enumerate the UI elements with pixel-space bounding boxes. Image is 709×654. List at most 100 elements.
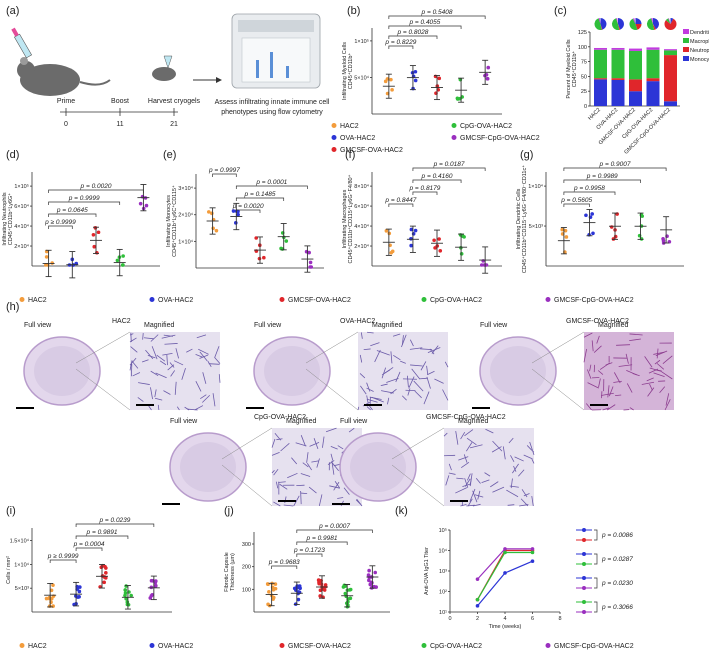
series-line xyxy=(477,560,533,607)
significance-bracket xyxy=(48,213,97,217)
tissue-fiber xyxy=(154,397,163,401)
tissue-fiber xyxy=(601,392,614,396)
panel_f-chart xyxy=(370,167,502,274)
data-point xyxy=(149,585,154,590)
cytometer-bar-icon xyxy=(286,66,289,78)
data-point xyxy=(273,586,278,591)
tissue-fiber xyxy=(331,460,335,475)
tissue-fiber xyxy=(616,344,631,346)
p-value-label: p = 0.8229 xyxy=(384,39,416,46)
legend-dot xyxy=(451,135,457,140)
tissue-core-image xyxy=(34,346,90,396)
p-value-label: p = 0.3066 xyxy=(601,604,633,611)
tissue-fiber xyxy=(300,435,306,447)
comparison-bracket xyxy=(594,601,598,613)
tissue-fiber xyxy=(469,488,476,502)
tissue-fiber xyxy=(587,382,599,389)
data-point xyxy=(144,203,149,208)
data-point xyxy=(318,594,322,598)
tissue-fiber xyxy=(331,462,339,472)
p-value-label: p = 0.9007 xyxy=(599,161,631,168)
y-axis-label: Infiltrating Neutrophils xyxy=(2,192,8,245)
tissue-fiber xyxy=(526,445,533,451)
p-value-label: p = 0.1723 xyxy=(293,547,325,554)
mouse-ear-icon xyxy=(20,57,28,65)
x-tick-label: HAC2 xyxy=(587,107,602,122)
legend-dot xyxy=(545,643,551,648)
x-tick-label: 8 xyxy=(558,616,561,622)
panel_j-chart xyxy=(252,529,390,613)
tissue-fiber xyxy=(162,352,173,356)
tissue-fiber xyxy=(395,371,401,383)
tissue-fiber xyxy=(275,481,279,489)
panel-k-chart xyxy=(448,528,598,614)
mouse-icon xyxy=(20,64,80,96)
tissue-fiber xyxy=(431,345,439,354)
tissue-fiber xyxy=(318,494,323,507)
data-point xyxy=(591,231,595,236)
p-value-label: p = 0.0187 xyxy=(433,161,465,168)
tissue-fiber xyxy=(186,348,193,353)
panel-a-schematic xyxy=(11,13,321,116)
cytometer-panel-icon xyxy=(241,37,311,83)
data-point xyxy=(77,594,81,599)
y-axis-label: Cells / mm² xyxy=(6,556,12,584)
y-tick-label: 2×10⁴ xyxy=(14,243,29,250)
tissue-fiber xyxy=(455,487,468,494)
pie-slice xyxy=(651,18,653,24)
tissue-fiber xyxy=(383,369,391,374)
significance-bracket xyxy=(388,45,414,49)
tissue-fiber xyxy=(283,504,294,507)
data-point xyxy=(129,593,133,598)
tissue-fiber xyxy=(355,499,362,505)
timeline-day: 0 xyxy=(64,121,68,128)
x-axis-label: Time (weeks) xyxy=(489,624,522,630)
series-point xyxy=(503,571,507,575)
panel-label: (i) xyxy=(6,505,16,517)
data-point xyxy=(318,588,323,593)
tissue-core-image xyxy=(180,442,236,492)
y-tick-label: 1×10⁴ xyxy=(528,183,543,190)
tissue-fiber xyxy=(593,345,602,353)
data-point xyxy=(78,585,82,589)
data-point xyxy=(92,244,97,249)
tissue-fiber xyxy=(274,433,282,441)
zoom-connector xyxy=(221,464,273,507)
y-tick-label: 75 xyxy=(581,60,587,66)
p-value-label: p = 0.9958 xyxy=(573,185,605,192)
data-point xyxy=(413,228,418,233)
tissue-fiber xyxy=(302,462,309,468)
zoom-connector xyxy=(75,368,131,411)
comparison-bracket xyxy=(594,553,598,565)
data-point xyxy=(437,76,442,81)
y-tick-label: 6×10⁴ xyxy=(354,203,369,210)
stacked-bar-segment xyxy=(664,55,677,102)
tissue-fiber xyxy=(514,456,524,462)
legend-dot xyxy=(331,147,337,152)
data-point xyxy=(234,221,238,225)
zoom-connector xyxy=(305,368,359,411)
significance-bracket xyxy=(48,189,144,193)
significance-bracket xyxy=(412,167,486,171)
legend-label: HAC2 xyxy=(28,643,47,650)
tissue-fiber xyxy=(196,334,207,339)
tissue-fiber xyxy=(469,444,483,449)
tissue-fiber xyxy=(596,335,600,344)
tissue-core-image xyxy=(350,442,406,492)
tissue-fiber xyxy=(644,356,653,368)
p-value-label: p = 0.4055 xyxy=(409,19,441,26)
timeline-label: Harvest cryogels xyxy=(148,98,201,105)
tissue-fiber xyxy=(279,483,288,490)
panel_i-chart xyxy=(30,523,172,613)
pie-slice xyxy=(616,18,618,24)
tissue-fiber xyxy=(311,460,319,463)
y-tick-label: 10⁴ xyxy=(439,548,448,555)
data-point xyxy=(318,578,322,583)
tissue-fiber xyxy=(472,503,481,507)
data-point xyxy=(346,599,350,604)
magnified-label: Magnified xyxy=(372,322,402,329)
tissue-fiber xyxy=(460,504,467,507)
pie-slice xyxy=(611,18,620,31)
tissue-fiber xyxy=(660,370,673,380)
